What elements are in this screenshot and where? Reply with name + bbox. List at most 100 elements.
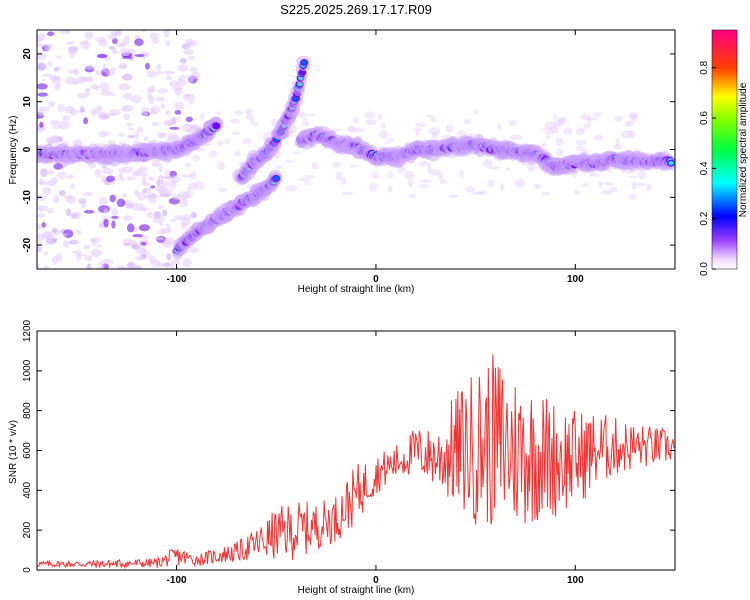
snr-plot-area — [37, 354, 675, 570]
heatmap-blob — [342, 191, 354, 196]
heatmap-blob — [109, 194, 116, 203]
heatmap-blob — [188, 124, 198, 129]
heatmap-blob — [630, 115, 638, 123]
heatmap-blob — [208, 150, 218, 158]
heatmap-blob — [488, 165, 500, 170]
heatmap-blob — [132, 234, 144, 238]
heatmap-blob — [170, 116, 181, 123]
heatmap-blob — [510, 134, 523, 141]
heatmap-blob — [158, 163, 163, 173]
heatmap-blob — [413, 127, 423, 131]
colorbar-frame — [711, 29, 738, 270]
heatmap-blob — [184, 190, 195, 194]
heatmap-blob — [118, 83, 131, 91]
heatmap-blob — [348, 126, 359, 133]
heatmap-blob — [545, 133, 551, 140]
heatmap-blob — [170, 218, 177, 223]
heatmap-blob — [53, 84, 61, 91]
heatmap-blob — [144, 51, 150, 58]
heatmap-blob — [626, 120, 631, 126]
heatmap-blob — [45, 238, 57, 245]
heatmap-blob — [53, 163, 64, 170]
heatmap-blob — [540, 127, 553, 132]
heatmap-blob — [187, 55, 195, 60]
heatmap-blob — [125, 122, 134, 127]
heatmap-blob — [387, 171, 394, 179]
heatmap-blob — [37, 194, 47, 201]
heatmap-blob — [184, 38, 195, 46]
heatmap-blob — [40, 168, 48, 177]
heatmap-blob — [148, 95, 155, 105]
heatmap-blob — [368, 182, 379, 192]
heatmap-blob — [119, 48, 131, 57]
heatmap-blob — [122, 92, 133, 100]
heatmap-blob — [541, 191, 550, 196]
heatmap-blob — [224, 138, 231, 145]
heatmap-blob — [165, 180, 170, 188]
heatmap-blob — [448, 194, 459, 199]
heatmap-blob — [415, 128, 420, 136]
colorbar-ticks: 0.0 0.2 0.4 0.6 0.8 — [699, 29, 738, 276]
heatmap-blob — [241, 138, 252, 145]
heatmap-blob — [127, 127, 135, 131]
heatmap-blob — [163, 120, 175, 126]
heatmap-blob — [305, 113, 315, 117]
heatmap-blob — [38, 106, 50, 112]
heatmap-blob — [84, 254, 93, 262]
heatmap-blob — [50, 177, 59, 184]
heatmap-blob — [379, 130, 389, 139]
snr-x-ticks: -100 0 100 — [167, 331, 584, 586]
heatmap-blob — [133, 189, 139, 196]
y-tick-label: 0 — [22, 567, 33, 573]
heatmap-blob — [633, 182, 646, 186]
x-tick-label: -100 — [167, 575, 187, 586]
heatmap-blob — [426, 114, 436, 118]
heatmap-blob — [646, 184, 652, 192]
heatmap-blob — [164, 169, 171, 178]
heatmap-blob — [140, 106, 149, 113]
heatmap-blob — [140, 241, 147, 246]
heatmap-blob — [181, 193, 192, 198]
heatmap-blob — [177, 64, 189, 72]
heatmap-blob — [146, 70, 157, 78]
heatmap-blob — [167, 122, 173, 126]
heatmap-blob — [182, 258, 192, 267]
heatmap-blob — [174, 110, 182, 115]
heatmap-blob — [187, 187, 192, 191]
heatmap-blob — [76, 229, 82, 237]
heatmap-blob — [62, 232, 68, 237]
heatmap-blob — [83, 39, 89, 46]
heatmap-blob — [576, 145, 586, 152]
heatmap-blob — [108, 112, 117, 116]
colorbar-tick-label: 0.4 — [699, 161, 710, 175]
snr-series-line — [37, 354, 675, 570]
heatmap-blob — [356, 128, 366, 132]
heatmap-blob — [131, 243, 141, 250]
heatmap-blob — [96, 266, 105, 269]
heatmap-blob — [140, 111, 149, 117]
heatmap-blob — [620, 130, 632, 139]
heatmap-blob — [575, 139, 587, 146]
heatmap-blob — [111, 220, 116, 229]
heatmap-blob — [138, 172, 149, 177]
heatmap-blob — [164, 70, 175, 75]
heatmap-blob — [97, 111, 108, 121]
heatmap-blob — [116, 198, 126, 208]
heatmap-blob — [273, 175, 280, 181]
heatmap-blob — [563, 127, 573, 136]
heatmap-blob — [161, 209, 168, 217]
heatmap-blob — [189, 100, 194, 105]
heatmap-blob — [212, 122, 221, 130]
heatmap-blob — [38, 205, 49, 212]
heatmap-blob — [50, 75, 62, 85]
heatmap-blob — [387, 185, 393, 193]
heatmap-blob — [121, 193, 128, 197]
heatmap-blob — [75, 253, 87, 257]
heatmap-marks — [37, 30, 675, 269]
heatmap-blob — [149, 32, 160, 40]
heatmap-blob — [627, 129, 635, 139]
heatmap-blob — [160, 132, 166, 137]
snr-panel: -100 0 100 0 200 400 600 800 1000 1200 Height of… — [8, 319, 676, 596]
heatmap-blob — [556, 148, 564, 156]
heatmap-blob — [527, 163, 536, 172]
